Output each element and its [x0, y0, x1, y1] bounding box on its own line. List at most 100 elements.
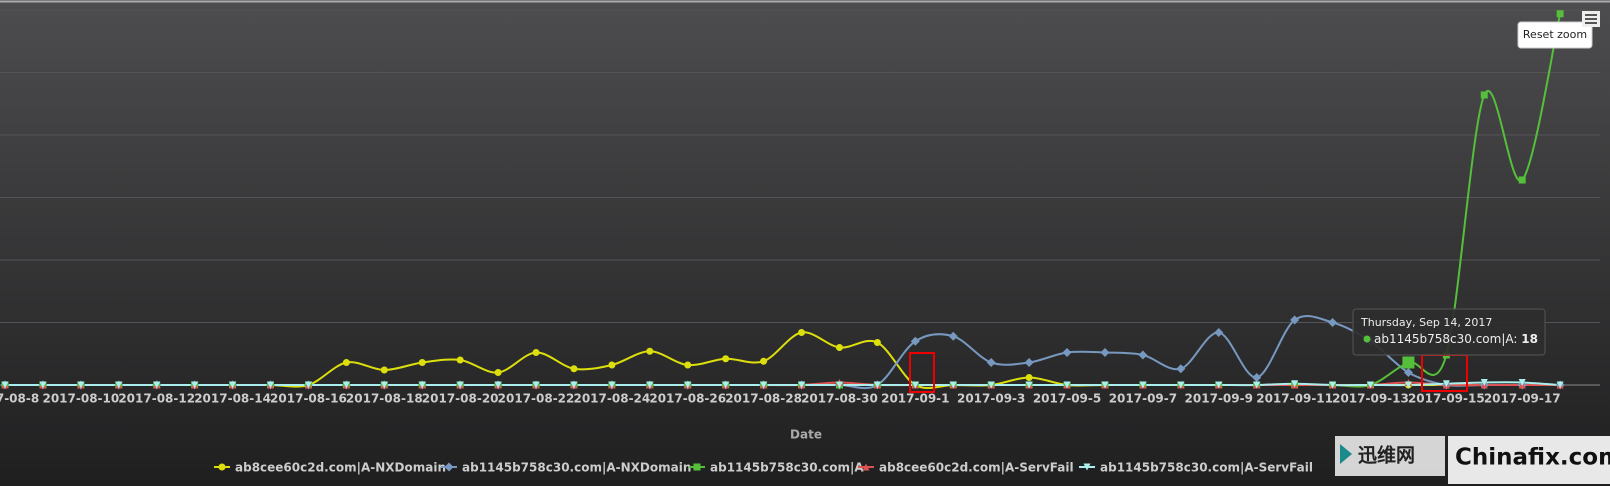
x-tick-label: 2017-09-11 — [1256, 392, 1333, 406]
marker — [570, 365, 578, 373]
marker — [910, 336, 920, 346]
marker — [835, 344, 843, 351]
x-tick-label: 2017-09-3 — [957, 392, 1025, 406]
x-tick-label: 2017-09-13 — [1332, 392, 1409, 406]
marker — [873, 381, 881, 389]
legend-item[interactable]: ab8cee60c2d.com|A-ServFail — [858, 461, 1074, 475]
tooltip-marker — [1363, 335, 1371, 343]
legend-label[interactable]: ab1145b758c30.com|A — [710, 461, 864, 475]
marker — [1291, 380, 1299, 388]
marker — [153, 381, 161, 389]
marker — [949, 381, 957, 389]
marker — [380, 381, 388, 389]
watermark-bg — [1335, 436, 1445, 476]
reset-zoom-button[interactable]: Reset zoom — [1517, 21, 1593, 49]
marker — [494, 369, 502, 376]
watermark: 迅维网 Chinafix.com — [1335, 436, 1610, 484]
marker — [1063, 381, 1071, 389]
menu-icon[interactable] — [1585, 14, 1597, 24]
marker — [39, 381, 47, 389]
grid: 2017-08-82017-08-102017-08-122017-08-142… — [0, 9, 1600, 406]
marker — [1328, 318, 1338, 327]
legend-marker[interactable] — [444, 462, 454, 472]
marker — [494, 381, 502, 389]
marker — [229, 381, 237, 389]
marker — [115, 381, 123, 389]
x-tick-label: 2017-08-16 — [270, 392, 347, 406]
marker — [1556, 10, 1564, 18]
marker — [456, 356, 464, 364]
marker — [760, 357, 768, 365]
x-tick-label: 2017-09-15 — [1408, 392, 1485, 406]
legend-item[interactable]: ab1145b758c30.com|A-ServFail — [1079, 461, 1313, 475]
legend-item[interactable]: ab8cee60c2d.com|A-NXDomain — [214, 461, 446, 475]
x-tick-label: 2017-09-1 — [881, 392, 949, 406]
menu-button[interactable] — [1582, 11, 1600, 27]
tooltip-date: Thursday, Sep 14, 2017 — [1360, 316, 1492, 329]
marker — [1442, 380, 1450, 388]
marker — [722, 355, 730, 363]
x-tick-label: 2017-09-5 — [1033, 392, 1101, 406]
marker — [873, 339, 881, 346]
x-tick-label: 2017-08-18 — [346, 392, 423, 406]
tooltip-series: ab1145b758c30.com|A: 18 — [1374, 332, 1538, 346]
legend-label[interactable]: ab1145b758c30.com|A-NXDomain — [462, 461, 691, 475]
marker — [1518, 176, 1526, 184]
x-tick-label: 2017-08-8 — [0, 392, 39, 406]
marker — [418, 359, 426, 366]
plot — [0, 10, 1565, 390]
marker — [646, 347, 654, 355]
marker — [532, 381, 540, 389]
legend-marker[interactable] — [218, 463, 226, 471]
marker — [304, 381, 312, 389]
marker — [1402, 356, 1415, 369]
marker — [342, 359, 350, 366]
marker — [987, 381, 995, 389]
marker — [760, 381, 768, 389]
marker — [570, 381, 578, 389]
tooltip-label: ab1145b758c30.com|A: — [1374, 332, 1517, 346]
legend-item[interactable]: ab1145b758c30.com|A — [689, 461, 864, 475]
highlight-box — [909, 352, 935, 393]
legend-label[interactable]: ab1145b758c30.com|A-ServFail — [1100, 461, 1313, 475]
legend: ab8cee60c2d.com|A-NXDomain ab1145b758c30.… — [214, 461, 1313, 475]
marker — [456, 381, 464, 389]
reset-zoom-label[interactable]: Reset zoom — [1523, 28, 1587, 41]
watermark-site-bg — [1448, 436, 1610, 484]
marker — [1480, 91, 1488, 99]
marker — [1403, 368, 1413, 377]
marker — [1518, 379, 1526, 386]
legend-item[interactable]: ab1145b758c30.com|A-NXDomain — [441, 461, 691, 475]
marker — [1100, 348, 1110, 357]
legend-label[interactable]: ab8cee60c2d.com|A-ServFail — [879, 461, 1074, 475]
marker — [608, 381, 616, 389]
marker — [1290, 315, 1300, 325]
legend-marker[interactable] — [693, 463, 701, 471]
marker — [1177, 381, 1185, 389]
watermark-logo — [1340, 444, 1352, 464]
legend-marker[interactable] — [1083, 463, 1091, 471]
x-tick-label: 2017-08-14 — [194, 392, 271, 406]
x-tick-label: 2017-09-9 — [1185, 392, 1253, 406]
marker — [380, 366, 388, 374]
marker — [798, 381, 806, 389]
marker — [1253, 381, 1261, 389]
x-tick-label: 2017-08-22 — [498, 392, 575, 406]
marker — [911, 381, 919, 389]
marker — [1, 381, 9, 389]
reset-zoom-box[interactable] — [1517, 21, 1593, 49]
marker — [798, 329, 806, 336]
x-tick-label: 2017-08-30 — [801, 392, 878, 406]
legend-label[interactable]: ab8cee60c2d.com|A-NXDomain — [235, 461, 446, 475]
marker — [1025, 374, 1033, 381]
x-tick-label: 2017-09-7 — [1109, 392, 1177, 406]
legend-marker[interactable] — [862, 463, 870, 471]
marker — [1329, 381, 1337, 389]
marker — [948, 331, 958, 341]
marker — [1138, 350, 1148, 360]
x-tick-label: 2017-08-28 — [725, 392, 802, 406]
marker — [1480, 379, 1488, 386]
